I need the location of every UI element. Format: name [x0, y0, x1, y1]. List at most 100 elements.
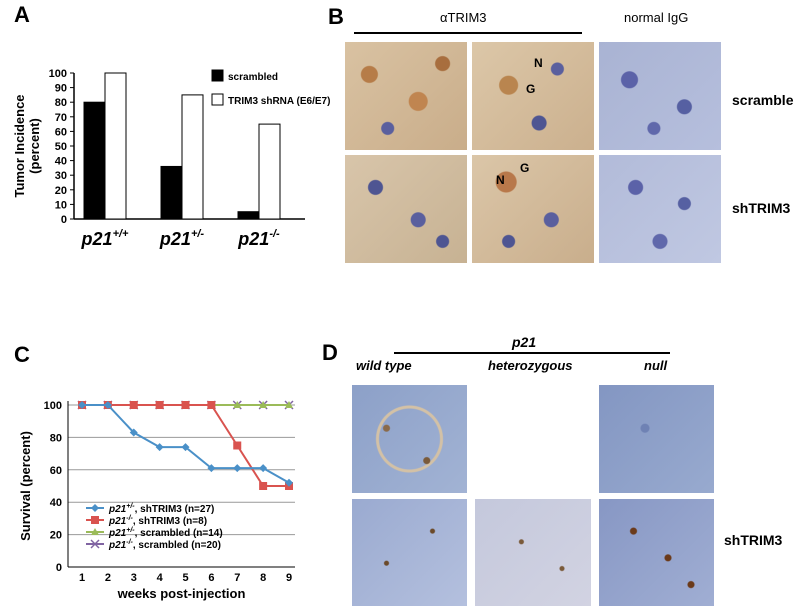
series-2-point — [259, 482, 268, 490]
y-tick-label: 20 — [50, 530, 62, 542]
y-axis-label: Survival (percent) — [18, 431, 33, 541]
col-wild-type: wild type — [356, 358, 412, 373]
legend-swatch-1 — [211, 69, 224, 82]
panel-letter-c: C — [14, 342, 30, 367]
legend-marker-3 — [91, 528, 99, 535]
category-label-2: p21+/- — [159, 228, 205, 249]
y-tick-label: 70 — [55, 112, 67, 124]
legend-swatch-2 — [211, 93, 224, 106]
col-null: null — [644, 358, 668, 373]
series-1-point — [207, 464, 216, 473]
x-tick-label: 1 — [79, 572, 85, 584]
y-tick-label: 60 — [50, 465, 62, 477]
row-label-scramble: scramble — [732, 92, 794, 108]
tumor-incidence-bar-chart: 0 10 20 30 40 50 60 70 80 90 100 Tumor Incidence(pe… — [12, 68, 330, 249]
ihc-trim3-shtrim3-2: N G — [472, 155, 594, 263]
legend-label-4: p21-/-, scrambled (n=20) — [108, 539, 221, 551]
legend-label-3: p21+/-, scrambled (n=14) — [108, 527, 223, 539]
ihc-p21-wildtype-top — [352, 385, 467, 493]
x-tick-label: 9 — [286, 572, 292, 584]
x-tick-label: 2 — [105, 572, 111, 584]
series-1-point — [285, 478, 293, 487]
ihc-p21-null-bottom — [599, 499, 714, 606]
x-tick-label: 7 — [234, 572, 240, 584]
bar-trim3-shrna-2 — [181, 94, 204, 220]
series-1-point — [259, 464, 268, 473]
series-3-point — [285, 401, 293, 408]
panel-letter-d: D — [322, 340, 338, 365]
y-tick-label: 60 — [55, 126, 67, 138]
y-tick-label: 20 — [55, 185, 67, 197]
bar-trim3-shrna-3 — [258, 123, 281, 220]
legend-marker-2 — [91, 516, 99, 524]
series-1-point — [181, 443, 190, 452]
legend-label-2: TRIM3 shRNA (E6/E7) — [228, 96, 330, 107]
category-label-1: p21+/+ — [81, 228, 130, 249]
panel-letter-b: B — [328, 4, 344, 29]
y-tick-label: 80 — [55, 97, 67, 109]
y-tick-label: 40 — [50, 497, 62, 509]
y-tick-label: 30 — [55, 170, 67, 182]
col-heterozygous: heterozygous — [488, 358, 573, 373]
ihc-p21-heterozygous-bottom — [475, 499, 591, 606]
bar-scrambled-2 — [160, 165, 183, 220]
series-1-point — [103, 401, 112, 409]
glia-marker: G — [526, 82, 536, 96]
bar-scrambled-1 — [83, 101, 106, 220]
ihc-igg-shtrim3 — [599, 155, 721, 263]
control-header: normal IgG — [624, 10, 689, 25]
antibody-header: αTRIM3 — [440, 10, 487, 25]
series-2-point — [155, 401, 164, 409]
legend-marker-1 — [91, 504, 99, 512]
p21-underline — [394, 352, 670, 354]
row-label-d-shtrim3: shTRIM3 — [724, 532, 783, 548]
neuron-marker: N — [534, 56, 543, 70]
row-label-shtrim3: shTRIM3 — [732, 200, 791, 216]
legend-label-2: p21-/-, shTRIM3 (n=8) — [108, 515, 207, 527]
y-tick-label: 90 — [55, 83, 67, 95]
y-tick-label: 80 — [50, 432, 62, 444]
x-tick-label: 6 — [208, 572, 214, 584]
panel-letter-a: A — [14, 2, 30, 27]
y-tick-label: 40 — [55, 156, 67, 168]
series-3-point — [259, 401, 268, 408]
y-tick-label: 50 — [55, 141, 67, 153]
series-1-point — [233, 464, 242, 473]
series-1-point — [155, 443, 164, 452]
series-3-point — [233, 401, 242, 408]
ihc-trim3-scramble-2: N G — [472, 42, 594, 150]
legend-marker-4 — [90, 539, 100, 549]
bar-trim3-shrna-1 — [104, 72, 127, 220]
x-tick-label: 3 — [131, 572, 137, 584]
y-tick-label: 100 — [44, 400, 62, 412]
legend-label-1: p21+/-, shTRIM3 (n=27) — [108, 503, 214, 515]
series-2-point — [207, 401, 216, 409]
legend-label-1: scrambled — [228, 72, 278, 83]
ihc-trim3-scramble-1 — [345, 42, 467, 150]
x-tick-label: 4 — [157, 572, 164, 584]
ihc-p21-wildtype-bottom — [352, 499, 467, 606]
category-label-3: p21-/- — [237, 228, 280, 249]
series-1-point — [78, 401, 86, 409]
series-2-point — [233, 441, 242, 450]
ihc-trim3-shtrim3-1 — [345, 155, 467, 263]
y-tick-label: 10 — [55, 199, 67, 211]
p21-header: p21 — [512, 334, 537, 350]
antibody-underline — [354, 32, 582, 34]
y-tick-label: 0 — [61, 214, 67, 226]
x-tick-label: 5 — [182, 572, 188, 584]
x-tick-label: 8 — [260, 572, 266, 584]
series-1-point — [129, 428, 138, 437]
series-2-point — [129, 401, 138, 409]
neuron-marker-2: N — [496, 173, 505, 187]
glia-marker-2: G — [520, 161, 530, 175]
series-2-point — [181, 401, 190, 409]
y-tick-label: 100 — [49, 68, 67, 80]
ihc-igg-scramble — [599, 42, 721, 150]
y-axis-label: Tumor Incidence(percent) — [12, 94, 42, 197]
ihc-p21-null-top — [599, 385, 714, 493]
x-axis-label: weeks post-injection — [117, 586, 246, 601]
survival-line-chart: 0 20 40 60 80 100 1 2 3 4 5 6 7 8 9 weeks post-injectio… — [18, 400, 295, 601]
bar-scrambled-3 — [237, 211, 260, 220]
y-tick-label: 0 — [56, 562, 62, 574]
